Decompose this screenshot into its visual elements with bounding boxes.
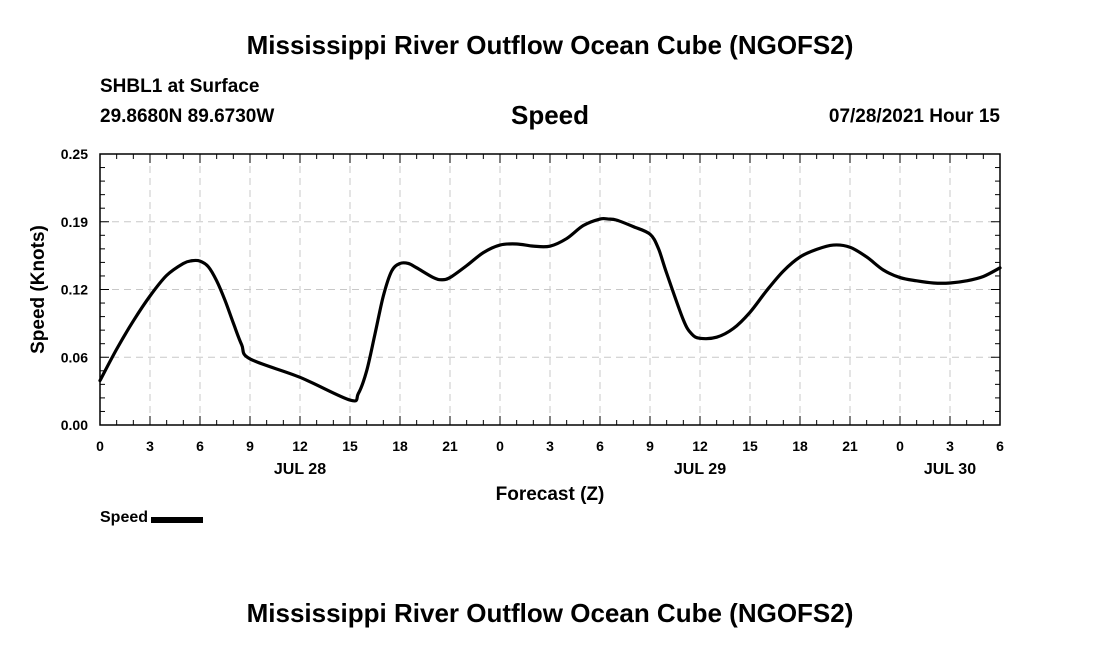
x-tick-label: 6 [196, 438, 204, 454]
speed-series-line [98, 216, 1002, 403]
legend-label: Speed [100, 509, 149, 526]
x-tick-label: 12 [292, 438, 308, 454]
x-tick-label: 0 [496, 438, 504, 454]
plot-frame [99, 153, 1001, 426]
x-tick-label: 15 [742, 438, 758, 454]
series-layer [98, 216, 1002, 403]
station-label: SHBL1 at Surface [100, 76, 260, 97]
top-title: Mississippi River Outflow Ocean Cube (NG… [246, 30, 854, 60]
bottom-title: Mississippi River Outflow Ocean Cube (NG… [246, 598, 854, 628]
date-label: JUL 29 [674, 461, 726, 478]
label-layer: 0 3 6 9 12 15 18 21 0 3 6 9 12 15 18 21 0 3 6 0.00 0.06 0.12 0… [61, 146, 1004, 478]
y-tick-label: 0.06 [61, 349, 88, 365]
x-tick-label: 9 [646, 438, 654, 454]
date-label: JUL 28 [274, 461, 326, 478]
x-tick-label: 21 [442, 438, 458, 454]
legend-line-swatch [151, 517, 204, 523]
y-tick-label: 0.00 [61, 417, 88, 433]
coordinates-label: 29.8680N 89.6730W [100, 106, 275, 127]
x-tick-label: 0 [96, 438, 104, 454]
y-tick-label: 0.12 [61, 282, 88, 298]
x-tick-label: 18 [792, 438, 808, 454]
chart-title: Speed [510, 100, 590, 130]
run-time-label: 07/28/2021 Hour 15 [828, 106, 1000, 127]
x-tick-label: 3 [546, 438, 554, 454]
x-tick-label: 15 [342, 438, 358, 454]
legend: Speed [100, 509, 204, 527]
y-axis-label: Speed (Knots) [28, 225, 49, 354]
date-label: JUL 30 [924, 461, 976, 478]
x-axis-label: Forecast (Z) [496, 484, 605, 505]
x-tick-label: 12 [692, 438, 708, 454]
x-tick-label: 21 [842, 438, 858, 454]
y-tick-label: 0.25 [61, 146, 88, 162]
x-tick-label: 3 [146, 438, 154, 454]
x-tick-label: 9 [246, 438, 254, 454]
y-tick-label: 0.19 [61, 214, 88, 230]
grid-layer [100, 154, 1000, 425]
x-tick-label: 6 [996, 438, 1004, 454]
x-tick-label: 6 [596, 438, 604, 454]
x-tick-label: 3 [946, 438, 954, 454]
x-tick-label: 0 [896, 438, 904, 454]
x-tick-label: 18 [392, 438, 408, 454]
